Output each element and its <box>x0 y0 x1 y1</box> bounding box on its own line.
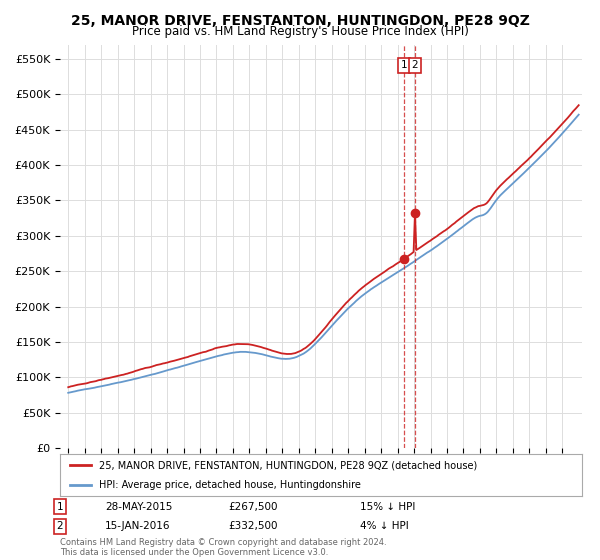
Text: 15-JAN-2016: 15-JAN-2016 <box>105 521 170 531</box>
Text: £267,500: £267,500 <box>228 502 277 512</box>
Text: 25, MANOR DRIVE, FENSTANTON, HUNTINGDON, PE28 9QZ (detached house): 25, MANOR DRIVE, FENSTANTON, HUNTINGDON,… <box>99 460 478 470</box>
Text: Contains HM Land Registry data © Crown copyright and database right 2024.
This d: Contains HM Land Registry data © Crown c… <box>60 538 386 557</box>
Text: Price paid vs. HM Land Registry's House Price Index (HPI): Price paid vs. HM Land Registry's House … <box>131 25 469 38</box>
Text: 1: 1 <box>401 60 407 71</box>
Text: 28-MAY-2015: 28-MAY-2015 <box>105 502 172 512</box>
Text: 2: 2 <box>56 521 64 531</box>
Text: 4% ↓ HPI: 4% ↓ HPI <box>360 521 409 531</box>
Text: 15% ↓ HPI: 15% ↓ HPI <box>360 502 415 512</box>
Text: HPI: Average price, detached house, Huntingdonshire: HPI: Average price, detached house, Hunt… <box>99 480 361 490</box>
Text: 25, MANOR DRIVE, FENSTANTON, HUNTINGDON, PE28 9QZ: 25, MANOR DRIVE, FENSTANTON, HUNTINGDON,… <box>71 14 529 28</box>
Text: 2: 2 <box>412 60 418 71</box>
Text: £332,500: £332,500 <box>228 521 277 531</box>
Text: 1: 1 <box>56 502 64 512</box>
